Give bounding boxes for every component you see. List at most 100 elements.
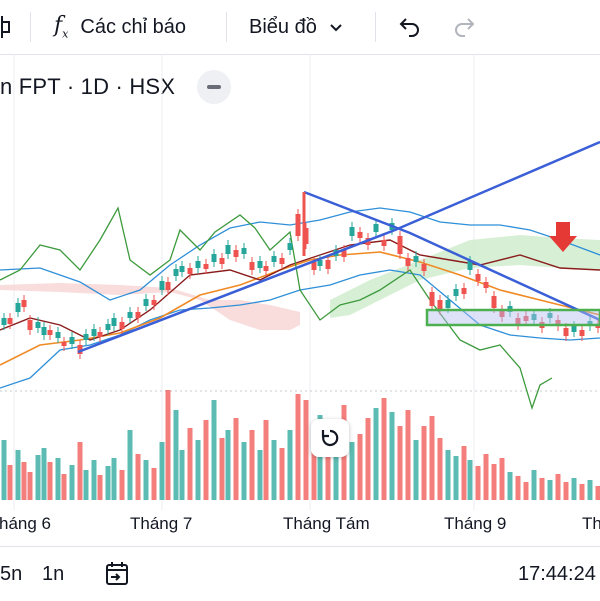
volume-bar	[468, 460, 473, 500]
volume-bar	[438, 438, 443, 500]
cloud-red	[0, 283, 300, 330]
candle-body	[398, 236, 403, 254]
candle-body	[288, 243, 293, 250]
candle-body	[476, 274, 481, 281]
candle-body	[580, 330, 585, 336]
volume-bar	[250, 430, 255, 500]
volume-bar	[174, 410, 179, 500]
volume-bar	[304, 400, 309, 500]
volume-bar	[446, 450, 451, 500]
candle-body	[62, 342, 67, 346]
volume-bar	[56, 458, 61, 500]
candle-body	[220, 258, 225, 264]
candle-body	[152, 300, 157, 305]
candle-body	[414, 256, 419, 262]
candle-body	[112, 318, 117, 326]
volume-bar	[280, 448, 285, 500]
volume-bar	[42, 448, 47, 500]
volume-bar	[564, 482, 569, 500]
candle-body	[280, 258, 285, 264]
candle-body	[2, 318, 7, 325]
x-tick-label: Th	[582, 514, 600, 534]
volume-bar	[398, 426, 403, 500]
price-chart[interactable]	[0, 54, 600, 510]
volume-bar	[476, 466, 481, 500]
volume-bar	[112, 458, 117, 500]
volume-bar	[374, 408, 379, 500]
candle-body	[144, 299, 149, 306]
volume-bar	[296, 394, 301, 500]
volume-bar	[128, 430, 133, 500]
volume-bar	[500, 458, 505, 500]
x-tick-label: háng 6	[0, 514, 51, 534]
candle-body	[8, 318, 13, 324]
function-icon: fx	[54, 13, 68, 40]
volume-bar	[84, 470, 89, 500]
support-box	[427, 310, 600, 325]
chart-type-label: Biểu đồ	[249, 16, 317, 39]
range-5-button[interactable]: 5n	[0, 563, 22, 586]
candle-body	[136, 312, 141, 318]
candle-body	[492, 296, 497, 308]
partial-tool-icon[interactable]	[0, 14, 12, 40]
volume-bar	[180, 450, 185, 500]
volume-bar	[196, 440, 201, 500]
candle-body	[226, 245, 231, 254]
candle-body	[120, 322, 125, 329]
candle-body	[204, 264, 209, 269]
candle-body	[242, 248, 247, 254]
candle-body	[234, 250, 239, 257]
volume-bar	[596, 486, 600, 500]
reset-chart-button[interactable]	[311, 419, 349, 457]
chart-type-button[interactable]: Biểu đồ	[249, 0, 343, 54]
volume-bar	[264, 420, 269, 500]
volume-bar	[462, 446, 467, 500]
volume-bar	[422, 426, 427, 500]
clock-time: 17:44:24	[518, 563, 596, 586]
indicators-button[interactable]: fx Các chỉ báo	[54, 0, 186, 54]
candle-body	[382, 240, 387, 246]
x-tick-label: Tháng 9	[444, 514, 506, 534]
volume-bar	[430, 416, 435, 500]
candle-body	[484, 282, 489, 288]
volume-bar	[258, 450, 263, 500]
candle-body	[454, 289, 459, 296]
volume-bar	[70, 465, 75, 500]
candle-body	[28, 320, 33, 330]
candle-body	[98, 332, 103, 337]
candle-body	[48, 330, 53, 335]
candle-body	[166, 282, 171, 290]
volume-bar	[508, 472, 513, 500]
candle-body	[22, 300, 27, 307]
redo-icon[interactable]	[452, 16, 476, 43]
candle-body	[358, 232, 363, 238]
candle-body	[326, 260, 331, 269]
volume-bar	[350, 442, 355, 500]
volume-bar	[406, 410, 411, 500]
candle-body	[106, 324, 111, 330]
candle-body	[92, 329, 97, 336]
go-to-date-icon[interactable]	[103, 560, 131, 593]
volume-bar	[160, 442, 165, 500]
volume-bar	[532, 470, 537, 500]
volume-bar	[220, 438, 225, 500]
volume-bar	[62, 474, 67, 500]
volume-bar	[16, 450, 21, 500]
candle-body	[564, 328, 569, 336]
candle-body	[250, 262, 255, 270]
candle-body	[42, 327, 47, 335]
volume-bar	[492, 464, 497, 500]
candle-body	[16, 303, 21, 312]
volume-bar	[212, 400, 217, 500]
candle-body	[188, 268, 193, 274]
range-1-button[interactable]: 1n	[42, 563, 64, 586]
volume-bar	[48, 462, 53, 500]
volume-bar	[152, 468, 157, 500]
candle-body	[160, 281, 165, 290]
candle-body	[350, 227, 355, 236]
volume-bar	[204, 420, 209, 500]
undo-icon[interactable]	[398, 16, 422, 43]
volume-bar	[484, 454, 489, 500]
volume-bar	[366, 418, 371, 500]
candle-body	[212, 254, 217, 262]
